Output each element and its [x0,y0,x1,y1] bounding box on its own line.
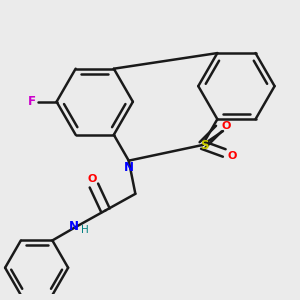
Text: H: H [81,225,89,235]
Text: O: O [88,174,97,184]
Text: N: N [124,161,134,174]
Text: O: O [227,151,237,160]
Text: S: S [200,139,208,152]
Text: F: F [28,95,36,108]
Text: O: O [222,121,231,131]
Text: N: N [69,220,79,232]
